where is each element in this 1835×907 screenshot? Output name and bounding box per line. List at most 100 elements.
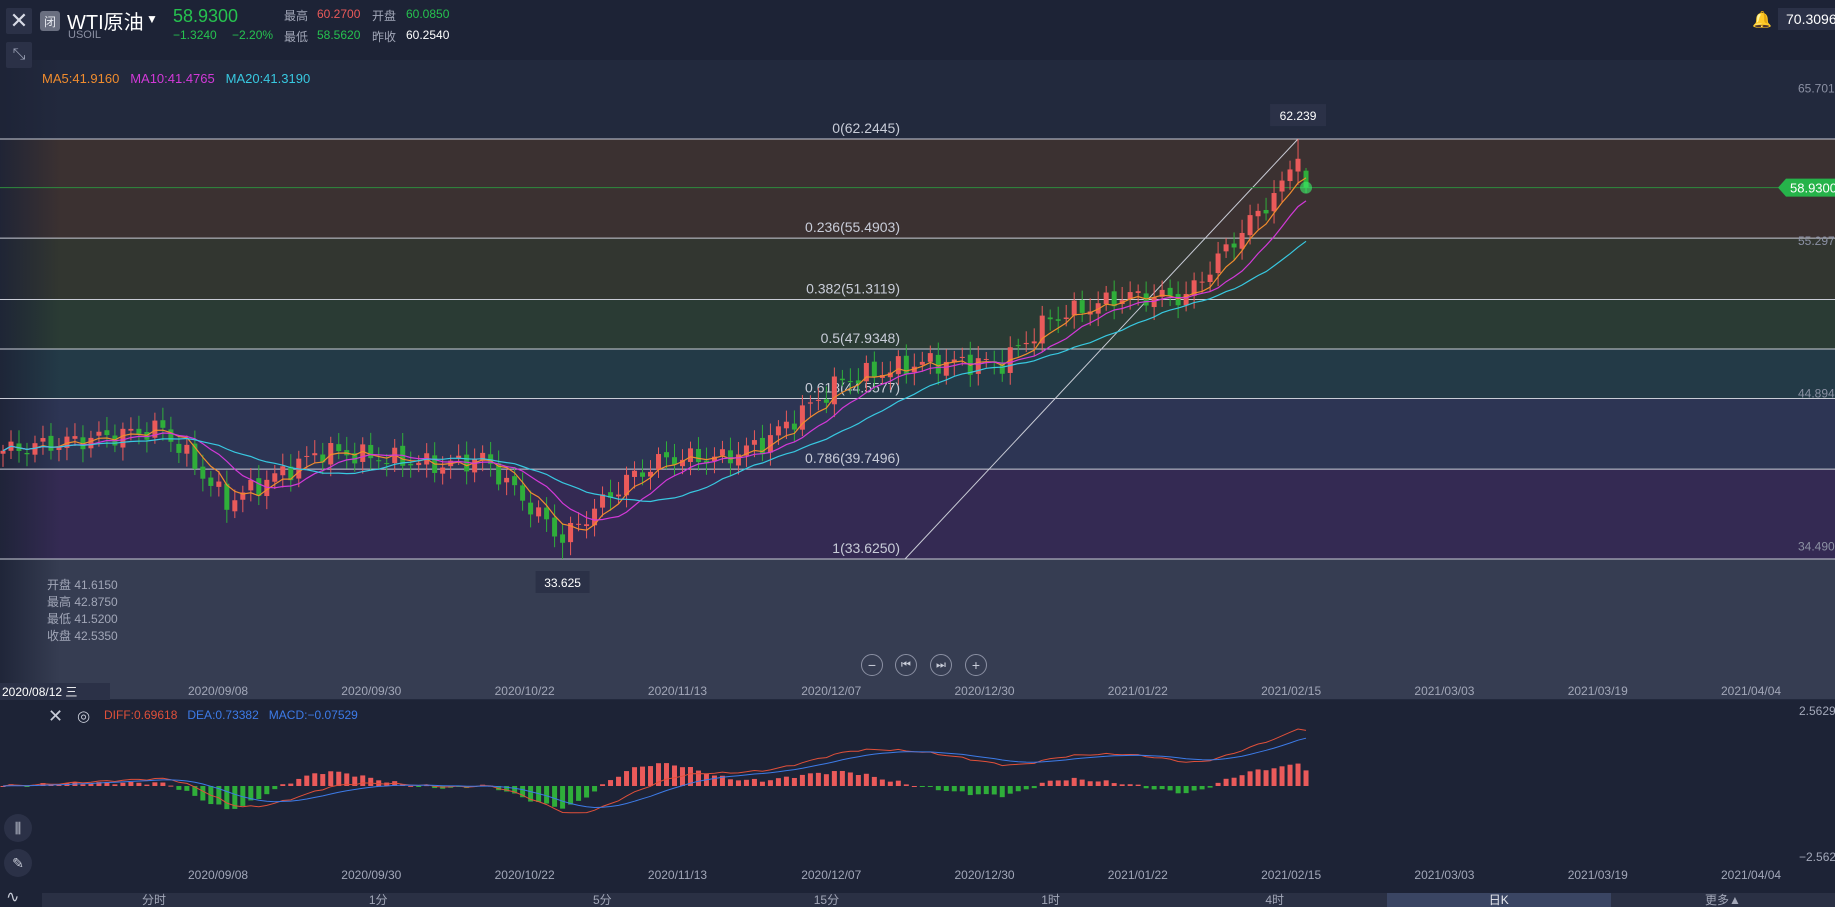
candle bbox=[847, 381, 853, 383]
macd-bar bbox=[624, 771, 630, 786]
candle bbox=[1215, 253, 1221, 274]
macd-bar bbox=[1071, 777, 1077, 786]
x-axis-tick: 2020/12/07 bbox=[801, 684, 861, 698]
macd-bar bbox=[1207, 786, 1213, 788]
candle bbox=[504, 477, 510, 483]
candle bbox=[815, 399, 821, 401]
macd-bar bbox=[408, 785, 414, 787]
macd-bar bbox=[512, 786, 518, 794]
left-fade bbox=[0, 60, 60, 700]
candle bbox=[0, 450, 6, 454]
period-tab[interactable]: 5分 bbox=[592, 893, 612, 907]
macd-bar bbox=[887, 781, 893, 786]
candle bbox=[552, 517, 558, 537]
macd-bar bbox=[416, 786, 422, 787]
candle bbox=[656, 454, 662, 470]
macd-settings-icon[interactable]: ◎ bbox=[77, 708, 91, 725]
candle bbox=[584, 524, 590, 527]
draw-pen-icon[interactable]: ✎ bbox=[4, 849, 32, 877]
candle bbox=[1255, 210, 1261, 217]
macd-bar bbox=[855, 775, 861, 786]
ma10-value: MA10:41.4765 bbox=[130, 71, 215, 86]
candle bbox=[272, 473, 278, 482]
macd-bar bbox=[727, 779, 733, 786]
macd-bar bbox=[1087, 781, 1093, 786]
current-price-tag: 58.9300 bbox=[1790, 181, 1835, 196]
scroll-start-button[interactable]: ⏮ bbox=[895, 654, 917, 676]
period-tab[interactable]: 更多▲ bbox=[1704, 893, 1741, 907]
candle bbox=[1303, 170, 1309, 188]
fib-level-label: 0.786(39.7496) bbox=[805, 450, 900, 466]
candle bbox=[775, 426, 781, 436]
price-change-percent: −2.20% bbox=[232, 28, 274, 42]
close-icon[interactable]: ✕ bbox=[6, 8, 32, 34]
price-axis-label: 44.894 bbox=[1798, 387, 1835, 401]
fib-band bbox=[0, 398, 1835, 470]
macd-bar bbox=[807, 773, 813, 786]
candle bbox=[280, 466, 286, 476]
macd-bar bbox=[1239, 775, 1245, 786]
fib-level-label: 0.5(47.9348) bbox=[821, 330, 900, 346]
candle bbox=[751, 440, 757, 445]
candle bbox=[679, 459, 685, 467]
fib-level-label: 0.382(51.3119) bbox=[806, 280, 900, 296]
macd-bar bbox=[360, 775, 366, 786]
period-tab[interactable]: 日K bbox=[1386, 893, 1611, 907]
macd-bar bbox=[943, 786, 949, 791]
period-tab-bar: 分时 1分 5分 15分 1时 4时 日K 更多▲ bbox=[42, 893, 1835, 907]
collapse-icon[interactable]: ⤡ bbox=[6, 42, 32, 68]
macd-bar bbox=[312, 773, 318, 786]
ohlc-info: 开盘 41.6150 最高 42.8750 最低 41.5200 收盘 42.5… bbox=[47, 577, 118, 645]
macd-close-icon[interactable]: ✕ bbox=[48, 706, 64, 726]
candle bbox=[224, 483, 230, 510]
crosshair-date: 2020/08/12 三 bbox=[0, 683, 110, 700]
ohlc-close: 收盘 42.5350 bbox=[47, 629, 118, 643]
period-tab[interactable]: 1分 bbox=[368, 893, 388, 907]
candle bbox=[336, 444, 342, 452]
x-axis-tick: 2021/02/15 bbox=[1261, 684, 1321, 698]
zoom-in-button[interactable]: + bbox=[965, 654, 987, 676]
bell-icon[interactable]: 🔔 bbox=[1752, 12, 1772, 29]
candle bbox=[592, 508, 598, 526]
candle bbox=[640, 472, 646, 477]
macd-bar bbox=[232, 786, 238, 809]
zoom-out-button[interactable]: − bbox=[861, 654, 883, 676]
candle bbox=[1223, 244, 1229, 252]
period-tab[interactable]: 分时 bbox=[142, 893, 167, 907]
macd-x-axis-tick: 2021/02/15 bbox=[1261, 868, 1321, 882]
macd-x-axis-tick: 2020/10/22 bbox=[495, 868, 555, 882]
candle bbox=[935, 354, 941, 374]
indicator-icon[interactable]: ⫼ bbox=[4, 814, 32, 842]
line-chart-icon[interactable]: ∿ bbox=[6, 889, 20, 906]
candle bbox=[887, 372, 893, 378]
period-tab[interactable]: 15分 bbox=[813, 893, 840, 907]
macd-bar bbox=[1015, 786, 1021, 792]
candle bbox=[1247, 215, 1253, 236]
low-marker: 33.625 bbox=[544, 576, 581, 590]
candle bbox=[863, 362, 869, 382]
macd-bar bbox=[1231, 777, 1237, 786]
candle bbox=[600, 494, 606, 508]
macd-bar bbox=[576, 786, 582, 801]
ma-legend: MA5:41.9160 MA10:41.4765 MA20:41.3190 bbox=[42, 71, 310, 86]
scroll-end-button[interactable]: ⏭ bbox=[930, 654, 952, 676]
macd-bar bbox=[1031, 786, 1037, 789]
macd-bar bbox=[368, 777, 374, 786]
period-tab[interactable]: 1时 bbox=[1041, 893, 1060, 907]
macd-bar bbox=[991, 786, 997, 795]
macd-bar bbox=[743, 779, 749, 786]
candle bbox=[56, 446, 62, 450]
symbol-code: USOIL bbox=[68, 29, 102, 41]
macd-bar bbox=[424, 785, 430, 787]
candle bbox=[1207, 274, 1213, 283]
candle bbox=[1175, 294, 1181, 306]
symbol-dropdown-icon[interactable]: ▼ bbox=[146, 12, 158, 26]
period-tab[interactable]: 4时 bbox=[1265, 893, 1285, 907]
macd-bar bbox=[544, 786, 550, 804]
lower-area-bg bbox=[0, 559, 1835, 699]
candle bbox=[232, 500, 238, 512]
macd-bar bbox=[528, 786, 534, 802]
candle bbox=[88, 437, 94, 449]
symbol-name[interactable]: WTI原油 bbox=[67, 12, 144, 34]
